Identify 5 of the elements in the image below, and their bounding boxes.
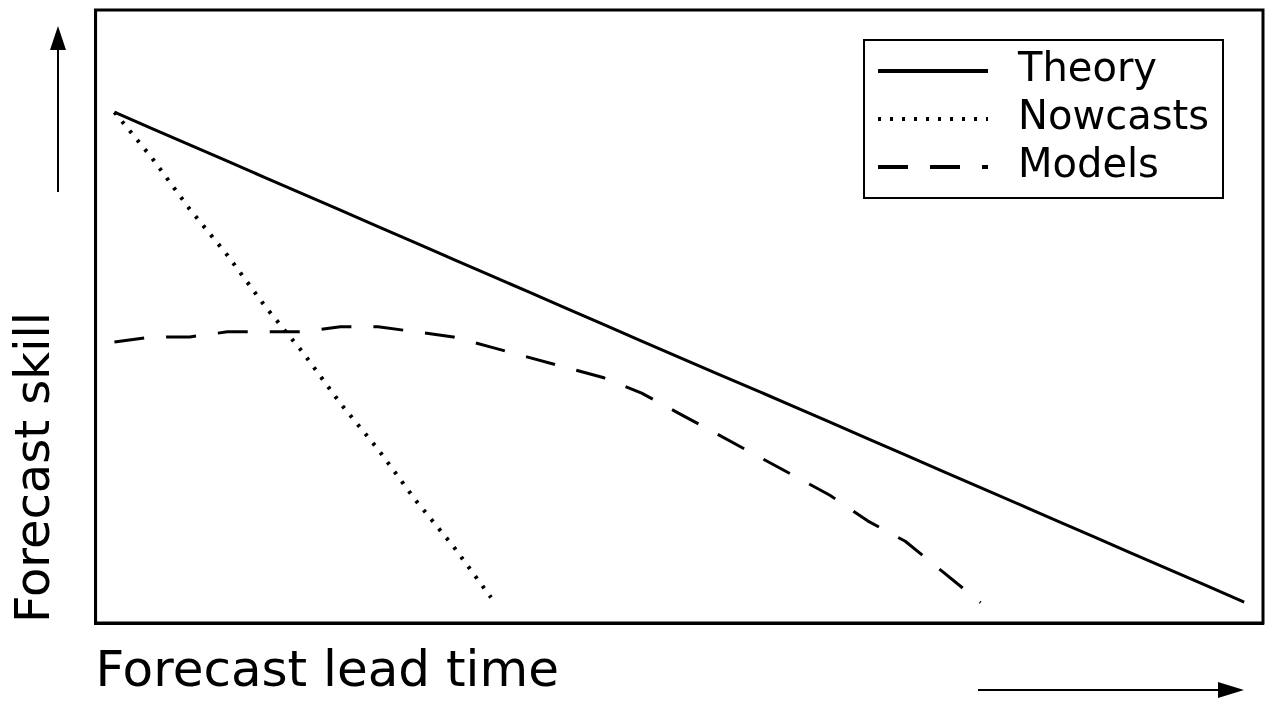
y-axis-title: Forecast skill: [4, 311, 61, 623]
legend-label: Theory: [1017, 44, 1158, 91]
legend-label: Nowcasts: [1018, 92, 1210, 139]
legend-label: Models: [1018, 140, 1159, 187]
x-axis-title: Forecast lead time: [95, 639, 559, 698]
